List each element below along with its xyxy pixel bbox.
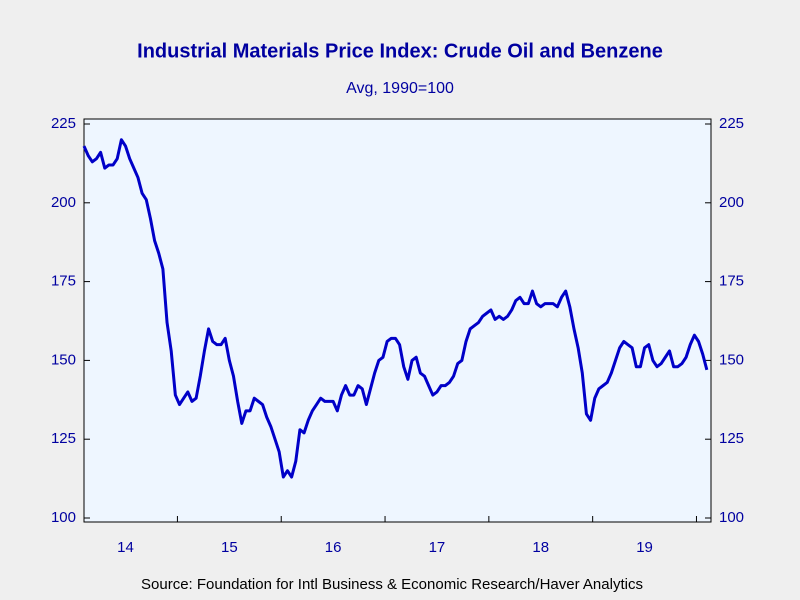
y2-tick-label: 200 <box>719 194 744 211</box>
x-tick-label: 17 <box>429 539 446 556</box>
y2-tick-label: 125 <box>719 430 744 447</box>
x-tick-label: 18 <box>532 539 549 556</box>
y-tick-label: 225 <box>51 115 76 132</box>
chart-subtitle: Avg, 1990=100 <box>346 80 454 97</box>
y2-tick-label: 175 <box>719 273 744 290</box>
y-tick-label: 125 <box>51 430 76 447</box>
data-line <box>82 138 709 479</box>
plot-area <box>83 118 712 523</box>
x-tick-label: 15 <box>221 539 238 556</box>
y-tick-label: 150 <box>51 351 76 368</box>
y2-tick-label: 150 <box>719 351 744 368</box>
x-tick-label: 19 <box>636 539 653 556</box>
y-tick-label: 100 <box>51 509 76 526</box>
x-tick-label: 14 <box>117 539 134 556</box>
source-note: Source: Foundation for Intl Business & E… <box>141 576 643 593</box>
chart-title: Industrial Materials Price Index: Crude … <box>137 40 663 62</box>
x-tick-label: 16 <box>325 539 342 556</box>
y-tick-label: 175 <box>51 273 76 290</box>
y2-tick-label: 100 <box>719 509 744 526</box>
y2-tick-label: 225 <box>719 115 744 132</box>
y-tick-label: 200 <box>51 194 76 211</box>
